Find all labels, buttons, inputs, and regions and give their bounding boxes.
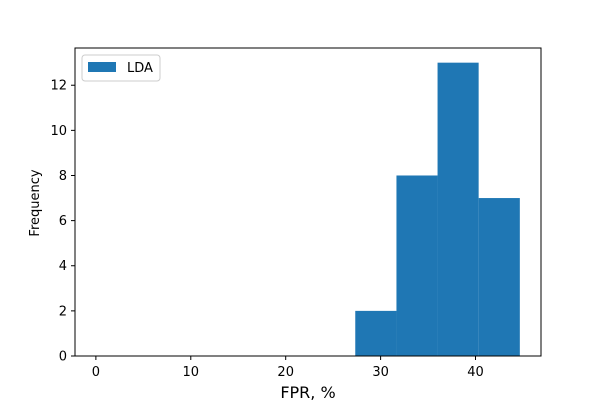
y-tick-label: 12 xyxy=(50,79,67,94)
x-axis-title: FPR, % xyxy=(280,383,335,400)
legend-box xyxy=(81,54,161,82)
histogram-bar-2 xyxy=(396,175,438,356)
x-tick-label: 40 xyxy=(467,365,484,380)
x-tick-label: 0 xyxy=(92,365,100,380)
y-tick-label: 0 xyxy=(59,350,67,365)
legend-swatch xyxy=(88,62,116,72)
y-axis-ticks: 0 2 4 6 8 10 12 xyxy=(50,79,75,365)
histogram-bar-3 xyxy=(437,62,479,357)
y-axis-title: Frequency xyxy=(28,169,43,236)
x-tick-label: 30 xyxy=(372,365,389,380)
histogram-bar-1 xyxy=(355,310,397,356)
y-tick-label: 10 xyxy=(50,124,67,139)
plot-frame xyxy=(74,47,542,357)
x-tick-label: 10 xyxy=(183,365,200,380)
x-tick-label: 20 xyxy=(277,365,294,380)
y-tick-label: 4 xyxy=(59,259,67,274)
legend-label: LDA xyxy=(127,61,153,76)
histogram-bar-4 xyxy=(478,198,520,356)
y-tick-label: 8 xyxy=(59,169,67,184)
x-axis-ticks: 0 10 20 30 40 xyxy=(92,356,484,380)
y-tick-label: 6 xyxy=(59,214,67,229)
legend: LDA xyxy=(81,54,161,82)
histogram-bars xyxy=(355,62,520,357)
y-tick-label: 2 xyxy=(59,304,67,319)
